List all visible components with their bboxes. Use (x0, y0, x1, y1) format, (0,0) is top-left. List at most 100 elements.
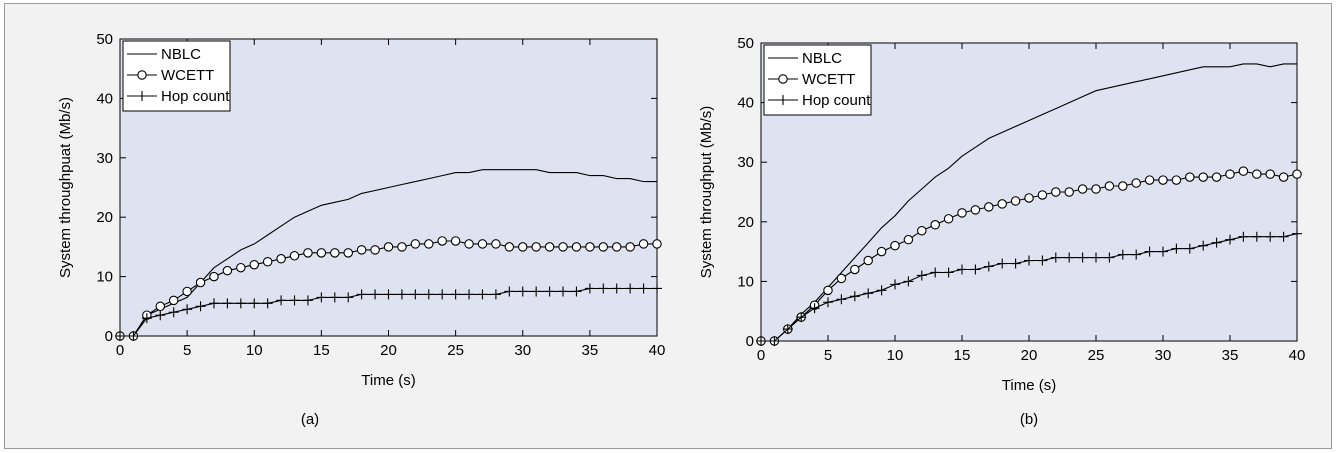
legend-marker (137, 70, 147, 80)
data-point-marker (890, 240, 900, 251)
data-point-marker (249, 259, 260, 270)
data-point-marker (1278, 172, 1289, 182)
data-point-marker (316, 248, 327, 258)
series-hop-count-a (115, 283, 662, 341)
x-tick-label-a: 5 (183, 342, 191, 359)
data-point-marker (490, 289, 501, 300)
x-tick-label-a: 10 (246, 342, 263, 359)
data-point-marker (625, 283, 636, 294)
x-tick-label-a: 15 (313, 342, 330, 359)
data-point-marker (477, 239, 488, 249)
data-point-marker (289, 295, 300, 306)
x-tick-label-a: 30 (514, 342, 531, 359)
data-point-marker (598, 242, 609, 252)
x-tick-label-b: 20 (1021, 347, 1038, 364)
x-axis-label-b: Time (s) (1002, 377, 1056, 394)
data-point-marker (1185, 172, 1195, 182)
data-point-marker (1144, 175, 1155, 185)
data-point-marker (652, 239, 662, 249)
data-point-marker (410, 239, 421, 249)
data-point-marker (356, 289, 367, 300)
x-tick-label-b: 25 (1088, 347, 1105, 364)
data-point-marker (236, 262, 246, 273)
data-point-marker (1211, 172, 1222, 182)
series-hop-count-b (756, 228, 1302, 346)
data-point-marker (1292, 228, 1302, 239)
data-point-marker (195, 301, 206, 312)
data-point-marker (1144, 246, 1155, 257)
data-point-marker (370, 289, 381, 300)
data-point-marker (809, 303, 820, 314)
data-point-marker (638, 239, 649, 249)
legend-b: NBLC WCETT Hop count (763, 44, 872, 116)
data-point-marker (424, 239, 434, 249)
data-point-marker (531, 286, 542, 297)
data-point-marker (1198, 240, 1209, 251)
data-point-marker (1037, 255, 1048, 266)
data-point-marker (383, 242, 394, 252)
data-point-marker (316, 292, 327, 303)
data-point-marker (943, 267, 954, 278)
data-point-marker (625, 242, 635, 252)
data-point-marker (437, 289, 448, 300)
data-point-marker (849, 291, 860, 302)
y-tick-label-a: 10 (96, 269, 113, 286)
data-point-marker (182, 286, 192, 297)
data-point-marker (1117, 249, 1128, 260)
data-point-marker (1171, 243, 1182, 254)
data-point-marker (957, 208, 967, 218)
data-point-marker (850, 264, 860, 275)
data-point-marker (876, 285, 887, 296)
series-wcett-a (115, 236, 662, 341)
legend-marker (778, 74, 788, 84)
legend-marker (137, 91, 147, 101)
data-point-marker (970, 205, 981, 215)
data-point-marker (141, 313, 152, 324)
data-point-marker (782, 324, 793, 335)
x-tick-label-a: 0 (116, 342, 124, 359)
legend-label: Hop count (802, 92, 871, 109)
data-point-marker (1251, 231, 1262, 242)
data-point-marker (585, 242, 595, 252)
x-tick-label-b: 10 (887, 347, 904, 364)
data-point-marker (115, 331, 125, 341)
panel-caption-a: (a) (301, 411, 319, 428)
chart-panel-a: 0 5 10 15 20 25 30 35 40 0 10 20 30 40 50 Time (s) Syste… (57, 31, 665, 428)
data-point-marker (504, 286, 515, 297)
data-point-marker (208, 298, 219, 309)
series-line (120, 169, 657, 337)
data-point-marker (1104, 252, 1115, 263)
data-point-marker (1184, 243, 1195, 254)
data-point-marker (916, 270, 927, 281)
y-axis-label-a: System throughpuat (Mb/s) (57, 97, 74, 278)
y-tick-label-b: 0 (746, 333, 754, 350)
data-point-marker (1077, 184, 1088, 194)
data-point-marker (796, 312, 807, 323)
x-tick-label-b: 15 (954, 347, 971, 364)
data-point-marker (1225, 169, 1235, 179)
data-point-marker (611, 242, 622, 252)
data-point-marker (330, 248, 340, 258)
data-point-marker (1238, 166, 1249, 176)
data-point-marker (769, 336, 780, 346)
x-tick-label-a: 20 (380, 342, 397, 359)
y-tick-label-b: 30 (737, 154, 754, 171)
data-point-marker (823, 285, 833, 296)
x-tick-label-b: 0 (757, 347, 765, 364)
y-tick-label-b: 40 (737, 95, 754, 112)
data-point-marker (930, 220, 940, 230)
data-point-marker (836, 273, 847, 284)
data-point-marker (303, 248, 313, 258)
data-point-marker (970, 264, 981, 275)
data-point-marker (571, 286, 582, 297)
y-tick-label-b: 50 (737, 35, 754, 52)
series-nblc-a (120, 169, 657, 337)
data-point-marker (249, 298, 260, 309)
x-tick-label-a: 25 (447, 342, 464, 359)
data-point-marker (930, 267, 941, 278)
data-point-marker (1050, 252, 1061, 263)
data-point-marker (558, 242, 568, 252)
data-point-marker (1037, 190, 1048, 200)
data-point-marker (464, 239, 474, 249)
data-point-marker (571, 242, 582, 252)
